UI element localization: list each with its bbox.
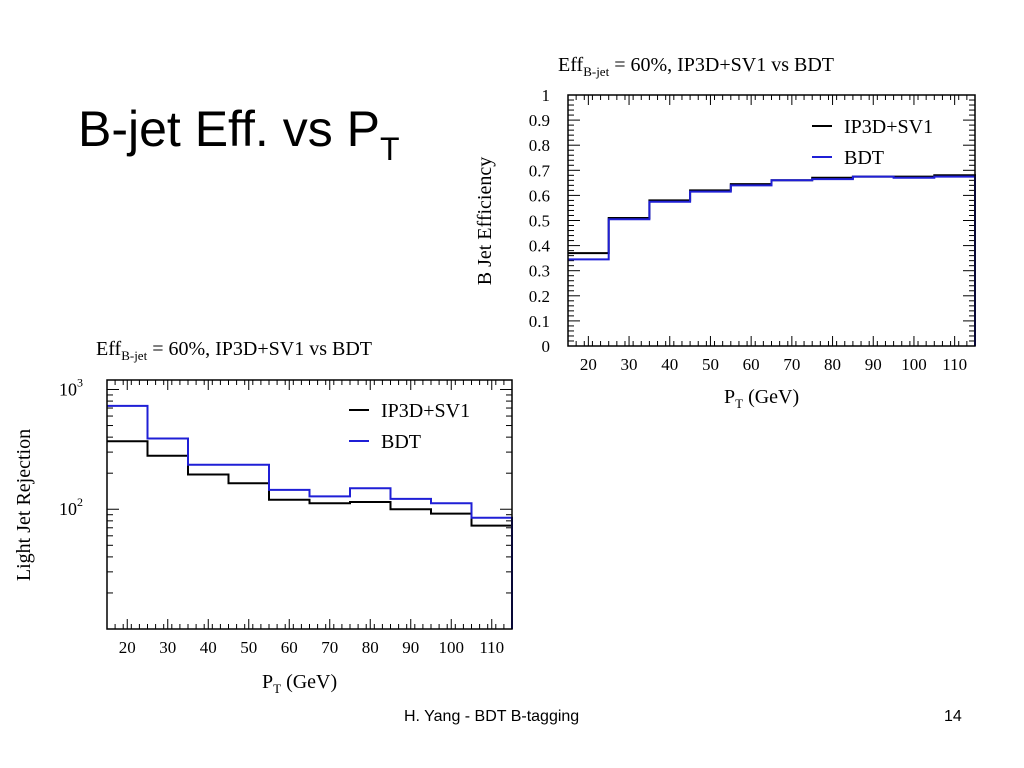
- x-tick-label: 50: [702, 355, 719, 374]
- x-tick-label: 80: [824, 355, 841, 374]
- y-axis-label: B Jet Efficiency: [474, 157, 496, 285]
- slide-title-main: B-jet Eff. vs P: [78, 101, 380, 157]
- x-axis-label: PT (GeV): [262, 671, 337, 696]
- x-tick-label: 60: [281, 638, 298, 657]
- series-ip3d-step-line: [568, 174, 976, 346]
- legend-label-ip3d: IP3D+SV1: [844, 116, 933, 138]
- x-tick-label: 30: [159, 638, 176, 657]
- y-tick-label: 103: [59, 375, 83, 399]
- x-tick-label: 110: [942, 355, 967, 374]
- y-tick-label: 0.1: [529, 312, 550, 331]
- y-tick-label: 0.6: [529, 186, 550, 205]
- slide-title-subscript: T: [379, 131, 400, 167]
- x-tick-label: 80: [362, 638, 379, 657]
- series-bdt-step-line: [107, 404, 513, 629]
- y-tick-label: 0.2: [529, 287, 550, 306]
- y-tick-label: 0.8: [529, 136, 550, 155]
- series-bdt-step-line: [568, 175, 976, 346]
- y-tick-label: 102: [59, 495, 83, 519]
- series-ip3d-step-line: [107, 440, 513, 629]
- x-tick-label: 60: [743, 355, 760, 374]
- plot-frame: [567, 94, 976, 347]
- y-tick-label: 0.5: [529, 212, 550, 231]
- footer-text: H. Yang - BDT B-tagging: [404, 708, 580, 725]
- chart-2: EffB-jet = 60%, IP3D+SV1 vs BDT 20 30 40 50 6…: [13, 338, 513, 696]
- x-tick-label: 40: [661, 355, 678, 374]
- chart-title: EffB-jet = 60%, IP3D+SV1 vs BDT: [96, 338, 372, 363]
- slide-title: B-jet Eff. vs PT: [78, 100, 400, 168]
- x-tick-label: 90: [865, 355, 882, 374]
- y-tick-label: 0: [542, 337, 551, 356]
- x-tick-label: 50: [240, 638, 257, 657]
- plot-frame: [106, 379, 513, 630]
- x-tick-label: 40: [200, 638, 217, 657]
- x-tick-label: 20: [580, 355, 597, 374]
- legend-label-ip3d: IP3D+SV1: [381, 400, 470, 422]
- legend-label-bdt: BDT: [844, 147, 884, 169]
- y-tick-label: 0.4: [529, 237, 551, 256]
- chart-title: EffB-jet = 60%, IP3D+SV1 vs BDT: [558, 54, 834, 79]
- y-axis-label: Light Jet Rejection: [13, 429, 35, 581]
- y-tick-label: 1: [542, 86, 551, 105]
- x-axis-label: PT (GeV): [724, 386, 799, 411]
- x-tick-label: 100: [901, 355, 927, 374]
- x-tick-label: 100: [439, 638, 465, 657]
- y-tick-label: 0.9: [529, 111, 550, 130]
- x-tick-label: 70: [321, 638, 338, 657]
- y-tick-label: 0.3: [529, 262, 550, 281]
- x-tick-label: 20: [119, 638, 136, 657]
- x-tick-label: 90: [402, 638, 419, 657]
- x-tick-label: 30: [621, 355, 638, 374]
- legend-label-bdt: BDT: [381, 431, 421, 453]
- x-tick-label: 110: [479, 638, 504, 657]
- y-tick-label: 0.7: [529, 161, 551, 180]
- slide-number: 14: [944, 708, 962, 725]
- chart-1: EffB-jet = 60%, IP3D+SV1 vs BDT 20 30 40 50 6…: [474, 54, 976, 411]
- x-tick-label: 70: [783, 355, 800, 374]
